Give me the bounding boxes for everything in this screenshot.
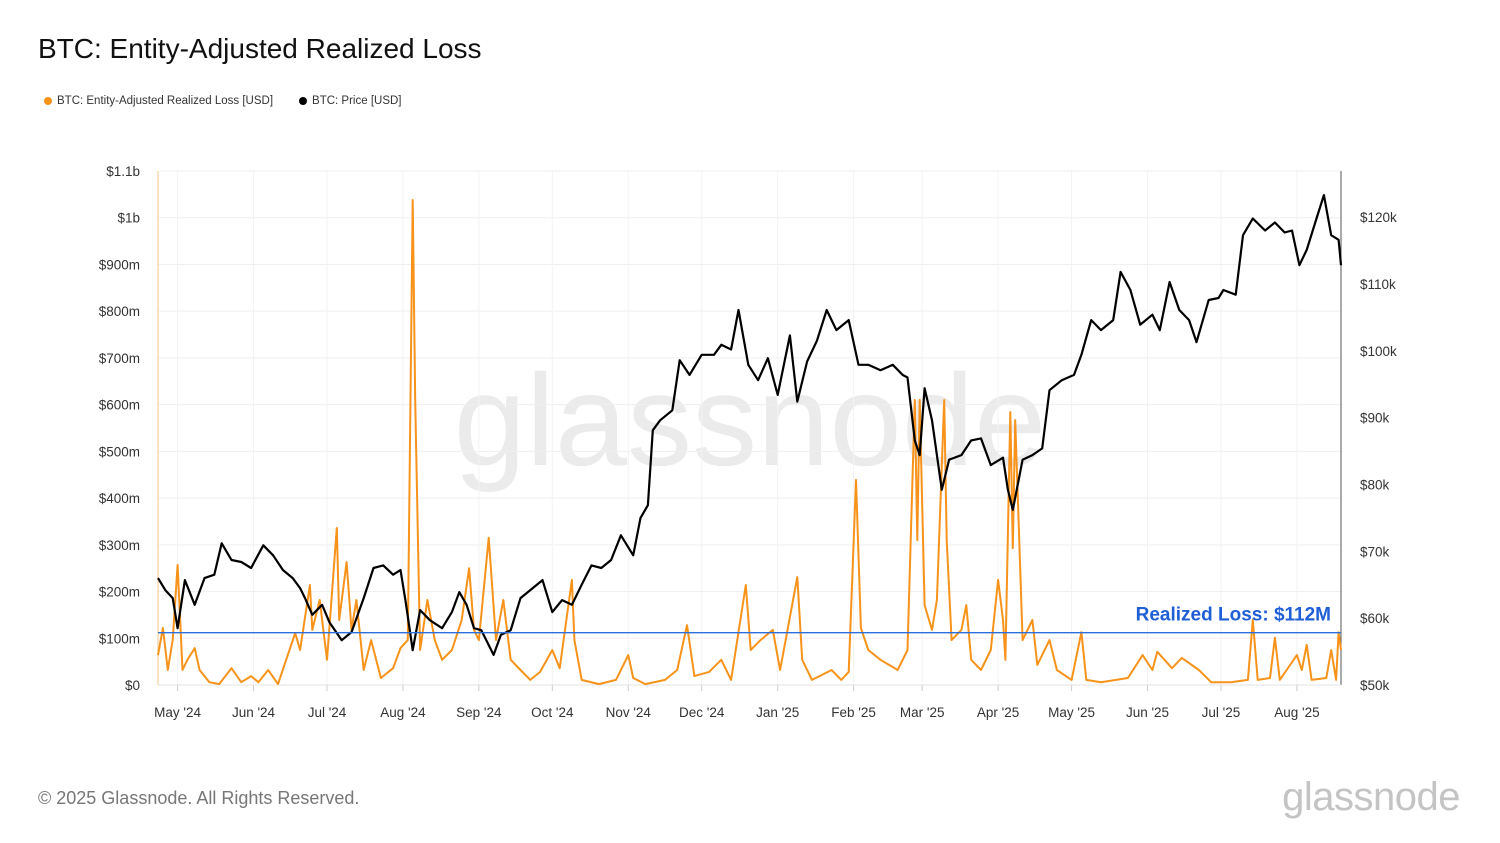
y-left-tick-label: $1b — [117, 211, 140, 226]
x-tick-label: Nov '24 — [606, 705, 652, 720]
legend-dot-black-icon — [299, 97, 308, 105]
x-tick-label: Mar '25 — [900, 705, 945, 720]
legend-item-price[interactable]: BTC: Price [USD] — [299, 95, 402, 107]
legend-label: BTC: Entity-Adjusted Realized Loss [USD] — [57, 95, 274, 107]
x-tick-label: Aug '25 — [1274, 705, 1319, 720]
x-tick-label: Feb '25 — [831, 705, 876, 720]
realized-loss-line — [157, 199, 1342, 686]
y-right-tick-label: $90k — [1360, 411, 1390, 426]
y-left-tick-label: $1.1b — [106, 164, 140, 179]
x-tick-label: Oct '24 — [531, 705, 574, 720]
x-tick-label: Dec '24 — [679, 705, 725, 720]
x-tick-label: Jun '24 — [232, 705, 276, 720]
price-line — [157, 194, 1343, 656]
x-tick-label: Jun '25 — [1126, 705, 1169, 720]
y-left-tick-label: $800m — [99, 304, 140, 319]
chart-title: BTC: Entity-Adjusted Realized Loss — [38, 33, 482, 64]
y-right-tick-label: $100k — [1360, 344, 1397, 359]
legend-item-realized-loss[interactable]: BTC: Entity-Adjusted Realized Loss [USD] — [44, 95, 273, 107]
y-right-tick-label: $110k — [1360, 277, 1396, 292]
legend: BTC: Entity-Adjusted Realized Loss [USD]… — [44, 95, 402, 107]
y-right-tick-label: $60k — [1360, 611, 1390, 626]
glassnode-logo: glassnode — [1282, 775, 1460, 819]
copyright: © 2025 Glassnode. All Rights Reserved. — [38, 788, 360, 808]
y-left-tick-label: $300m — [99, 538, 140, 553]
y-right-tick-label: $80k — [1360, 477, 1390, 492]
x-tick-label: Jul '24 — [308, 705, 347, 720]
y-right-tick-label: $120k — [1360, 210, 1397, 225]
axes: $0 $100m $200m $300m $400m $500m $600m $700m $80… — [99, 164, 1397, 720]
y-left-tick-label: $400m — [99, 491, 140, 506]
x-tick-label: Jan '25 — [756, 705, 799, 720]
x-tick-label: Apr '25 — [977, 705, 1019, 720]
y-left-tick-label: $100m — [99, 631, 140, 646]
y-left-tick-label: $0 — [125, 678, 140, 693]
y-left-tick-label: $200m — [99, 585, 140, 600]
legend-dot-orange-icon — [44, 97, 52, 105]
x-tick-label: May '25 — [1048, 705, 1095, 720]
y-left-tick-label: $600m — [99, 398, 140, 413]
legend-label: BTC: Price [USD] — [312, 95, 402, 107]
threshold-label: Realized Loss: $112M — [1136, 605, 1331, 626]
x-tick-label: May '24 — [154, 705, 201, 720]
y-right-tick-label: $50k — [1360, 678, 1390, 693]
y-left-tick-label: $700m — [99, 351, 140, 366]
y-left-tick-label: $500m — [99, 444, 140, 459]
y-right-tick-label: $70k — [1360, 544, 1390, 559]
annotation: Realized Loss: $112M — [158, 605, 1341, 634]
y-left-tick-label: $900m — [99, 257, 140, 272]
x-tick-label: Aug '24 — [380, 705, 426, 720]
x-tick-label: Sep '24 — [456, 705, 502, 720]
series — [157, 194, 1343, 686]
x-tick-label: Jul '25 — [1202, 705, 1241, 720]
